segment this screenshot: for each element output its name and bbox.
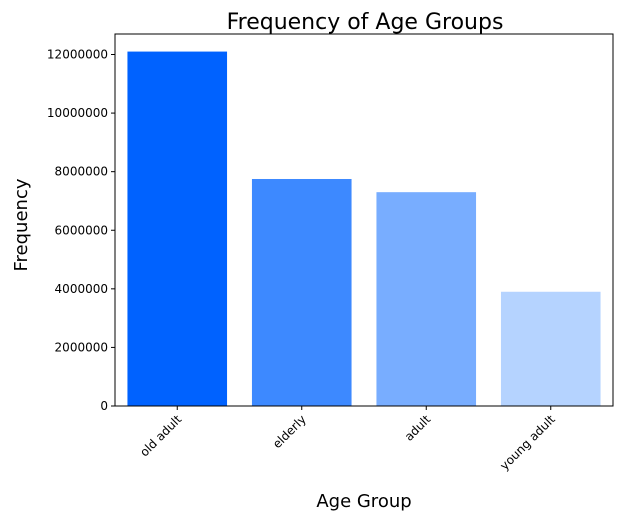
plot-frame	[114, 33, 614, 407]
bar-adult	[376, 192, 477, 406]
x-tick-label: adult	[402, 412, 434, 444]
x-tick-label: old adult	[137, 412, 184, 459]
bar-young-adult	[500, 291, 601, 406]
x-tick-label: young adult	[497, 412, 558, 473]
y-axis: 0 2000000 4000000 6000000 8000000 10000000 120…	[47, 48, 115, 413]
bar-elderly	[251, 178, 352, 406]
x-tick-label: elderly	[270, 412, 309, 451]
y-tick-label: 8000000	[55, 165, 108, 179]
bars-group	[127, 51, 601, 407]
y-axis-title: Frequency	[11, 178, 32, 271]
bar-old-adult	[127, 51, 228, 407]
y-tick-label: 6000000	[55, 223, 108, 237]
x-axis-title: Age Group	[316, 491, 411, 512]
y-tick-label: 2000000	[55, 340, 108, 354]
chart-title: Frequency of Age Groups	[227, 10, 504, 35]
y-tick-label: 4000000	[55, 282, 108, 296]
y-tick-label: 0	[100, 399, 108, 413]
y-tick-label: 10000000	[47, 106, 108, 120]
y-tick-label: 12000000	[47, 48, 108, 62]
x-axis: old adult elderly adult young adult	[137, 406, 558, 473]
